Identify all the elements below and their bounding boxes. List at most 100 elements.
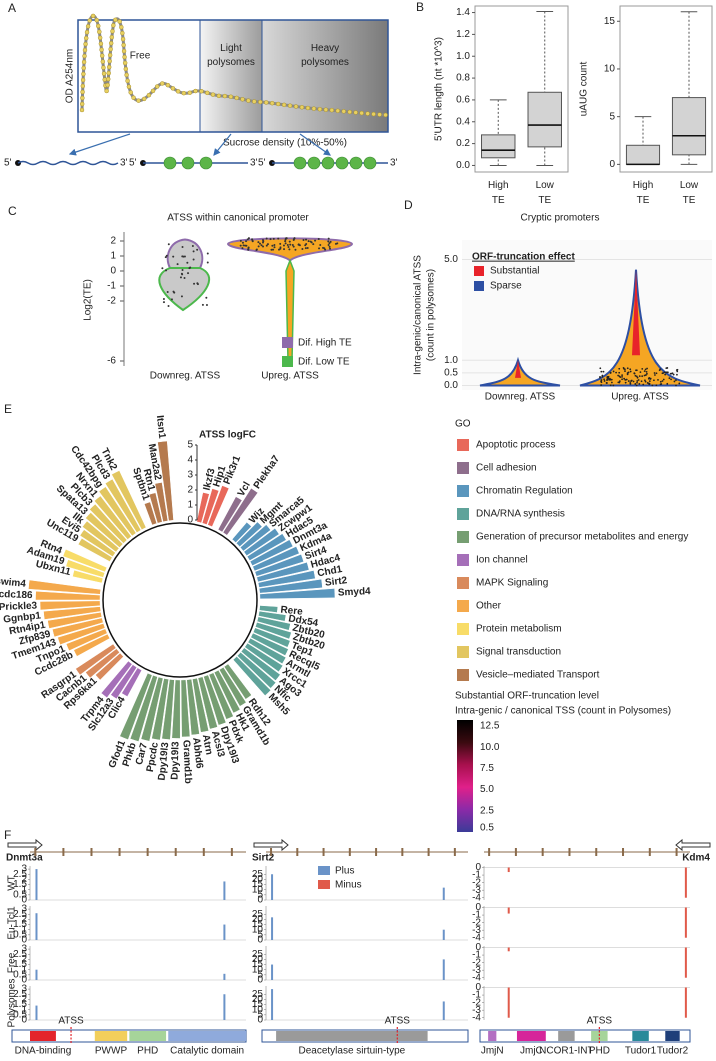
point [600,381,603,384]
profile-dot [341,109,346,114]
profile-dot [205,90,210,96]
panel-label: B [416,0,424,14]
y-tick-label: 0 [257,895,263,906]
box [481,134,516,159]
bar [231,521,252,543]
exon [174,848,177,856]
point [189,266,192,269]
point [292,245,295,248]
colorbar-tick-label: 7.5 [480,763,494,774]
profile-dot [106,64,112,70]
panel-label: C [8,204,17,218]
signal-peak [223,924,226,940]
violin [158,267,211,312]
point [636,376,639,379]
point [624,381,627,384]
point [294,248,297,251]
x-tick-label: Upreg. ATSS [611,392,669,403]
profile-dot [175,89,181,94]
point [609,384,612,387]
plot-bg [462,240,712,390]
profile-dot [119,25,124,30]
bar [171,679,181,739]
y-tick-label: -4 [472,892,481,903]
y-tick-label: 0 [257,935,263,946]
gene-label: Atrn [200,734,215,756]
y-tick-label: 0 [257,1015,263,1026]
bar [217,496,243,533]
point [245,240,248,243]
profile-dot [90,13,96,19]
signal-peak [507,987,510,1018]
y-tick-label: 5.0 [444,254,458,265]
bar [243,527,280,557]
point [259,242,262,245]
profile-dot [160,81,165,86]
profile-dot [234,95,239,101]
y-tick-label: 20 [252,874,264,885]
y-tick-label: 20 [252,914,264,925]
profile-dot [122,54,127,60]
profile-dot [123,66,129,72]
bar [98,486,137,537]
y-tick-label: 0.4 [456,116,470,127]
point [678,382,681,385]
colorbar-title: Substantial ORF-truncation level [455,691,599,702]
point [304,247,307,250]
y-tick-label: 2.5 [13,989,27,1000]
bar [208,672,234,720]
signal-peak [223,994,226,1020]
gene-name: Sirt2 [252,853,275,864]
point [288,248,291,251]
point [165,254,168,257]
row-label: Free [7,952,18,973]
profile-dot [81,65,86,71]
profile-dot [353,110,358,115]
point [624,370,626,372]
point [609,378,612,381]
direction-arrow [675,838,711,852]
point [641,375,644,378]
y-tick-label: -3 [472,965,481,976]
point [630,380,632,382]
bar [247,637,287,665]
profile-dot [99,47,104,52]
legend-swatch [318,880,330,889]
point [610,378,613,381]
base-circle [102,522,258,678]
point [608,378,610,381]
profile-dot [83,35,89,41]
profile-dot [79,101,85,107]
y-tick-label: 2 [110,236,116,247]
bar [232,656,272,696]
y-tick-label: 5 [257,1009,263,1020]
five-prime: 5' [4,158,12,169]
signal-peak [271,874,274,900]
point [606,375,609,378]
panel-label: E [4,402,12,416]
point [251,240,254,243]
point [167,305,170,308]
exon [62,848,65,856]
point [653,379,655,382]
point [634,374,637,377]
legend-swatch [457,439,469,451]
y-tick-label: -1 [472,910,481,921]
profile-dot [323,107,329,112]
y-tick-label: 0 [110,266,116,277]
bar [223,663,252,700]
bar [258,578,323,594]
y-tick-label: 3 [21,904,27,915]
y-tick-label: 0 [21,975,27,986]
y-tick-label: 1.5 [13,919,27,930]
bar [143,501,158,526]
panel-label: F [4,828,11,842]
point [334,242,337,245]
point [322,246,325,249]
y-tick-label: 1.0 [456,51,470,62]
y-tick-label: 1 [21,884,27,895]
point [306,246,309,249]
point [287,245,290,248]
point [605,382,608,384]
point [314,239,317,242]
